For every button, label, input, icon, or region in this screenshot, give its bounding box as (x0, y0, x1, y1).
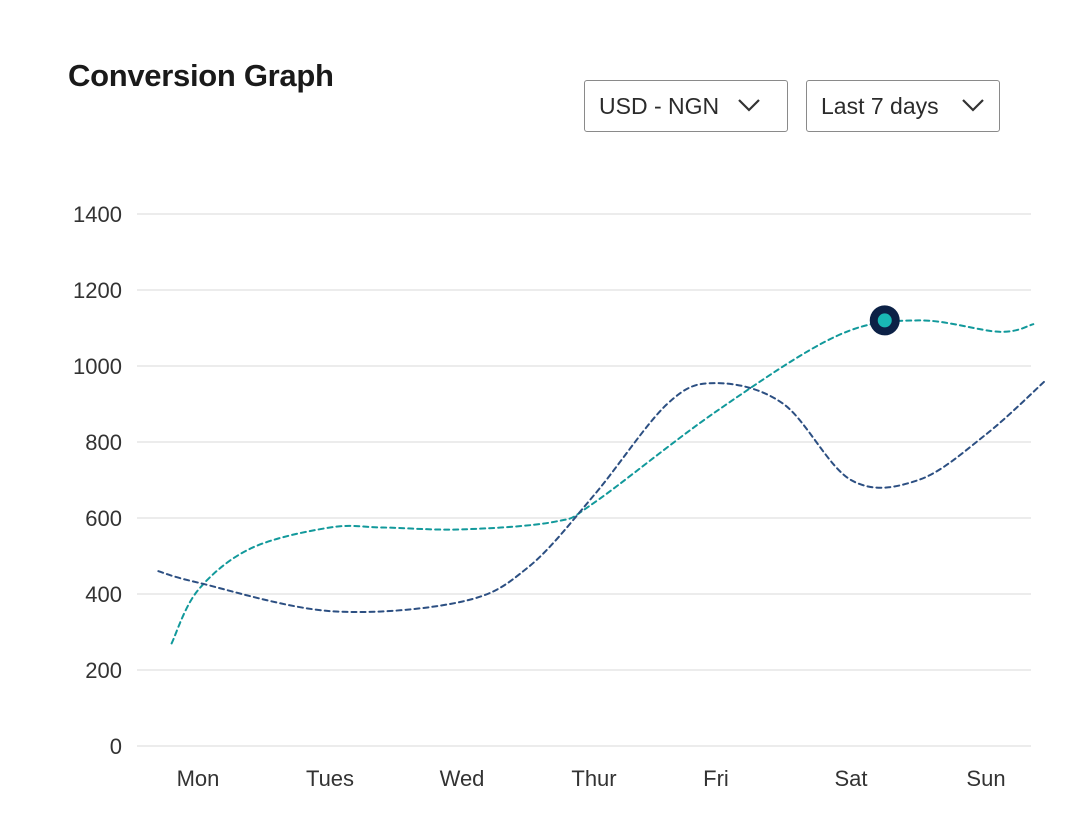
currency-pair-label: USD - NGN (599, 92, 720, 119)
chevron-down-icon (962, 99, 984, 112)
y-tick-label: 600 (85, 506, 122, 531)
x-tick-label: Mon (177, 766, 220, 791)
y-tick-label: 1400 (73, 202, 122, 227)
currency-pair-dropdown[interactable]: USD - NGN (584, 80, 788, 132)
y-tick-label: 1200 (73, 278, 122, 303)
y-axis: 0 200 400 600 800 1000 1200 1400 (73, 202, 122, 759)
chart-highlight[interactable] (869, 305, 900, 336)
y-tick-label: 400 (85, 582, 122, 607)
x-tick-label: Thur (571, 766, 616, 791)
x-tick-label: Sun (966, 766, 1005, 791)
x-tick-label: Fri (703, 766, 729, 791)
x-axis: Mon Tues Wed Thur Fri Sat Sun (177, 766, 1006, 791)
x-tick-label: Tues (306, 766, 354, 791)
date-range-dropdown[interactable]: Last 7 days (806, 80, 1000, 132)
date-range-label: Last 7 days (821, 92, 939, 119)
y-tick-label: 0 (110, 734, 122, 759)
series-line-2 (157, 378, 1048, 614)
chevron-down-icon (738, 99, 760, 112)
chart-grid (137, 213, 1031, 747)
x-tick-label: Sat (834, 766, 867, 791)
highlight-point-core (877, 313, 892, 328)
y-tick-label: 1000 (73, 354, 122, 379)
chart-series (157, 319, 1048, 645)
y-tick-label: 800 (85, 430, 122, 455)
series-line-1 (170, 319, 1035, 645)
y-tick-label: 200 (85, 658, 122, 683)
x-tick-label: Wed (440, 766, 485, 791)
page-title: Conversion Graph (68, 58, 334, 93)
